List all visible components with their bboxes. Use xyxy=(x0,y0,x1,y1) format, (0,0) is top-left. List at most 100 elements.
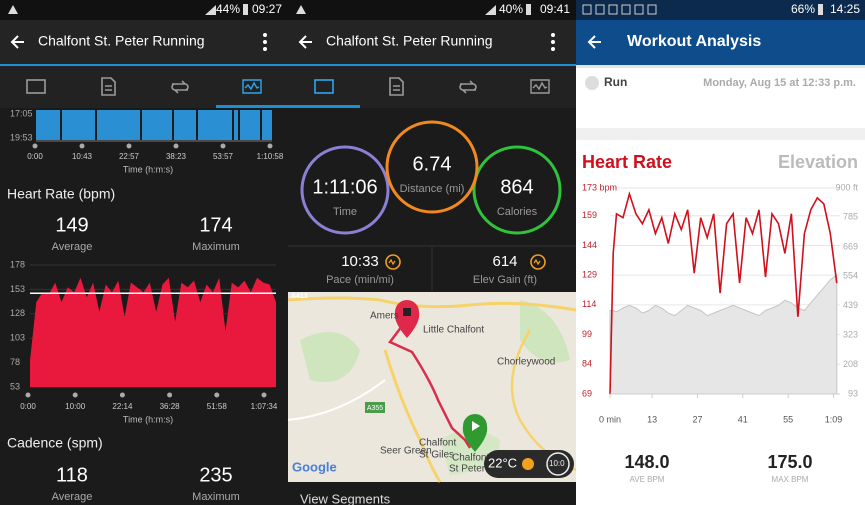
tick-dot xyxy=(79,143,85,149)
end-pin-icon xyxy=(472,421,480,431)
battery-icon xyxy=(243,4,248,15)
section-title: Heart Rate (bpm) xyxy=(7,186,115,202)
y-tick-label: 69 xyxy=(582,388,592,398)
map-place: Little Chalfont xyxy=(423,325,484,336)
activity-type: Run xyxy=(604,75,627,89)
menu-button[interactable] xyxy=(551,47,555,51)
tab[interactable] xyxy=(360,66,432,108)
x-tick-label: 0:00 xyxy=(27,152,43,161)
tick-dot xyxy=(25,392,31,398)
stat-label: AVE BPM xyxy=(630,475,665,484)
ring-value: 6.74 xyxy=(413,153,452,175)
ring xyxy=(472,145,562,235)
stat-value: 148.0 xyxy=(624,452,669,472)
axis-title: Time (h:m:s) xyxy=(123,414,173,424)
y-tick-label: 99 xyxy=(582,329,592,339)
x-tick-label: 36:28 xyxy=(160,402,181,411)
y-tick-label: 53 xyxy=(10,381,20,391)
weather: 22°C xyxy=(488,455,517,470)
tab[interactable] xyxy=(72,66,144,108)
map-park xyxy=(300,332,360,382)
header xyxy=(576,20,865,65)
battery: 44% xyxy=(216,2,240,16)
x-tick-label: 13 xyxy=(647,414,657,424)
x-tick-label: 1:07:34 xyxy=(251,402,278,411)
menu-button[interactable] xyxy=(263,33,267,37)
signal-icon xyxy=(205,5,216,15)
y-tick-label: 114 xyxy=(582,299,596,309)
back-button[interactable] xyxy=(298,35,312,49)
toolbar-title: Chalfont St. Peter Running xyxy=(38,33,205,49)
clock: 14:25 xyxy=(830,2,860,16)
y2-tick-label: 554 xyxy=(843,271,858,281)
pace-gap xyxy=(238,110,240,140)
x-tick-label: 10:00 xyxy=(65,402,86,411)
map-park xyxy=(520,300,570,363)
status-icon xyxy=(647,4,657,15)
stat-value: 235 xyxy=(199,464,232,486)
status-icon xyxy=(608,4,618,15)
clock: 09:27 xyxy=(252,2,282,16)
y-tick-label: 128 xyxy=(10,308,25,318)
status-icon xyxy=(595,4,605,15)
menu-button[interactable] xyxy=(551,40,555,44)
menu-button[interactable] xyxy=(551,33,555,37)
map-place: Chalfont xyxy=(452,453,489,464)
pace-gap xyxy=(95,110,97,140)
view-segments[interactable]: View Segments xyxy=(300,491,391,505)
status-icon xyxy=(582,4,592,15)
map-road xyxy=(383,349,442,483)
map-place: St Giles xyxy=(419,450,454,461)
back-button[interactable] xyxy=(10,35,24,49)
run-icon xyxy=(585,76,599,90)
y2-tick-label: 323 xyxy=(843,330,858,340)
road-badge xyxy=(365,402,385,413)
status-bar xyxy=(288,0,576,20)
x-tick-label: 55 xyxy=(783,414,793,424)
metric-icon xyxy=(385,254,401,270)
heart-rate-line xyxy=(609,191,838,395)
menu-button[interactable] xyxy=(263,40,267,44)
toolbar-divider xyxy=(0,64,288,66)
section-title: Cadence (spm) xyxy=(7,435,103,451)
y2-tick-label: 669 xyxy=(843,241,858,251)
heart-rate-area xyxy=(30,277,276,387)
map-place: Seer Green xyxy=(380,446,432,457)
y-tick-label: 17:05 xyxy=(10,108,33,118)
x-tick-label: 51:58 xyxy=(207,402,228,411)
tab[interactable] xyxy=(432,66,504,108)
toolbar-divider xyxy=(288,64,576,66)
tab[interactable] xyxy=(0,66,72,108)
tab-icon xyxy=(314,79,334,94)
y-tick-label: 129 xyxy=(582,270,597,280)
tab[interactable] xyxy=(288,66,360,108)
chart-title: Elevation xyxy=(778,152,858,172)
pace-strip xyxy=(36,110,272,140)
tab[interactable] xyxy=(144,66,216,108)
ring-value: 1:11:06 xyxy=(312,176,377,198)
map-road xyxy=(287,296,577,312)
back-button[interactable] xyxy=(587,35,601,49)
status-icon xyxy=(634,4,644,15)
x-tick-label: 0 min xyxy=(599,414,621,424)
y-tick-label: 84 xyxy=(582,359,592,369)
tick-dot xyxy=(173,143,179,149)
pace-gap xyxy=(196,110,198,140)
y-tick-label: 19:53 xyxy=(10,132,33,142)
ring xyxy=(385,120,479,214)
tab-indicator xyxy=(288,105,360,108)
panel-bg xyxy=(576,0,865,505)
menu-button[interactable] xyxy=(263,47,267,51)
pace-gap xyxy=(232,110,234,140)
battery: 66% xyxy=(791,2,815,16)
stat-value: 175.0 xyxy=(767,452,812,472)
end-pin xyxy=(462,414,488,452)
clock-icon xyxy=(546,452,570,476)
clock-label: 10:0 xyxy=(549,459,565,468)
separator xyxy=(576,128,865,140)
start-pin-icon xyxy=(403,308,411,316)
metric-icon xyxy=(388,258,396,266)
clock: 09:41 xyxy=(540,2,570,16)
map-route xyxy=(388,321,472,449)
y-tick-label: 173 bpm xyxy=(582,182,617,192)
